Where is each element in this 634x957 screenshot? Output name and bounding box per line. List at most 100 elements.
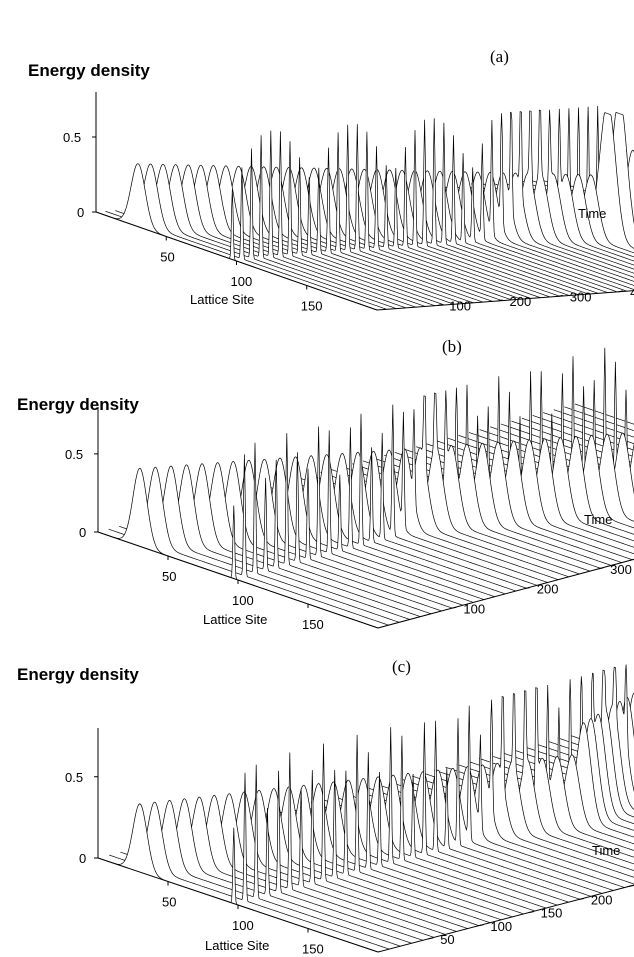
x-tick-label: 150 xyxy=(302,942,324,957)
panel-c-ylabel: Time xyxy=(592,843,620,858)
panel-c-zlabel: Energy density xyxy=(17,665,139,684)
trace-mask xyxy=(176,770,457,932)
trace-mask xyxy=(434,679,634,838)
time-tick-label: 300 xyxy=(610,562,632,577)
trace-mask xyxy=(151,433,431,614)
trace-mask xyxy=(172,166,454,305)
trace-mask xyxy=(423,707,634,844)
trace-mask xyxy=(384,416,634,541)
time-tick-label: 300 xyxy=(570,289,592,304)
trace-mask xyxy=(198,770,479,926)
time-tick-label: 200 xyxy=(591,893,613,908)
time-tick-label: 100 xyxy=(490,919,512,934)
x-tick-label: 50 xyxy=(162,895,176,910)
energy-trace xyxy=(500,423,634,470)
panel-b-zlabel: Energy density xyxy=(17,395,139,414)
time-tick-label: 400 xyxy=(630,285,634,300)
trace-mask xyxy=(142,770,423,941)
panel-a-axes: 5010015010020030040050060070000.5 xyxy=(63,92,634,314)
z-tick-label: 0 xyxy=(79,525,86,540)
trace-mask xyxy=(120,764,401,947)
panel-a-xlabel: Lattice Site xyxy=(190,292,254,307)
trace-mask xyxy=(119,442,400,623)
energy-trace xyxy=(574,403,634,425)
panel-c: 501001505010015020025030035040045000.5 (… xyxy=(17,657,634,957)
time-tick xyxy=(437,303,443,306)
panel-b-letter: (b) xyxy=(442,337,462,356)
trace-mask xyxy=(405,371,634,528)
x-tick-label: 100 xyxy=(232,918,254,933)
panel-b: 5010015010020030040050060000.5 (b) Energ… xyxy=(17,337,634,632)
energy-trace xyxy=(521,417,634,457)
trace-mask xyxy=(310,390,590,572)
energy-trace xyxy=(109,772,390,950)
panel-a-letter: (a) xyxy=(490,47,509,66)
time-tick xyxy=(578,898,584,900)
time-axis-line xyxy=(377,884,634,953)
time-tick-label: 50 xyxy=(440,932,454,947)
trace-mask xyxy=(172,460,453,609)
trace-mask xyxy=(299,393,580,574)
trace-mask xyxy=(108,454,389,626)
energy-trace xyxy=(108,454,389,626)
trace-mask xyxy=(124,135,406,308)
time-tick-label: 200 xyxy=(510,294,532,309)
time-tick xyxy=(524,587,530,590)
time-tick xyxy=(528,911,534,914)
energy-trace xyxy=(120,764,401,947)
time-tick xyxy=(628,884,634,887)
panel-c-xlabel: Lattice Site xyxy=(205,938,269,953)
panel-c-axes: 501001505010015020025030035040045000.5 xyxy=(65,728,634,957)
time-tick xyxy=(557,294,563,297)
z-tick-label: 0 xyxy=(79,851,86,866)
x-tick-label: 100 xyxy=(232,593,254,608)
energy-trace xyxy=(124,135,406,309)
time-tick xyxy=(428,937,434,940)
energy-trace xyxy=(115,148,397,309)
panel-c-traces xyxy=(97,664,634,953)
time-tick xyxy=(598,567,604,570)
panel-a-zlabel: Energy density xyxy=(28,61,150,80)
panel-a: 5010015010020030040050060070000.5 (a) En… xyxy=(28,47,634,314)
panel-b-ylabel: Time xyxy=(584,512,612,527)
energy-trace xyxy=(553,409,634,438)
trace-mask xyxy=(416,413,634,522)
trace-mask xyxy=(98,468,378,628)
trace-mask xyxy=(394,371,634,535)
time-axis-line xyxy=(376,290,634,311)
energy-trace xyxy=(564,406,634,432)
energy-trace xyxy=(105,163,387,310)
energy-trace xyxy=(131,798,412,944)
x-tick-label: 50 xyxy=(160,250,174,265)
time-tick xyxy=(478,924,484,927)
time-tick-label: 200 xyxy=(537,582,559,597)
trace-mask xyxy=(367,696,634,878)
trace-mask xyxy=(134,130,416,308)
trace-mask xyxy=(115,148,397,309)
energy-trace xyxy=(511,420,634,464)
z-tick-label: 0.5 xyxy=(65,770,83,785)
time-tick-label: 150 xyxy=(541,906,563,921)
trace-mask xyxy=(374,112,634,282)
trace-mask xyxy=(165,788,446,935)
time-axis-line xyxy=(377,558,634,629)
trace-mask xyxy=(432,108,634,257)
time-tick xyxy=(617,290,624,293)
time-tick-label: 100 xyxy=(463,601,485,616)
x-tick-label: 50 xyxy=(162,569,176,584)
x-tick-label: 150 xyxy=(302,617,324,632)
panel-a-traces xyxy=(95,105,634,311)
trace-mask xyxy=(320,387,601,569)
panel-b-xlabel: Lattice Site xyxy=(203,612,267,627)
time-tick-label: 100 xyxy=(449,298,471,313)
trace-mask xyxy=(161,452,442,611)
energy-trace xyxy=(543,412,634,445)
trace-mask xyxy=(192,147,474,303)
time-tick xyxy=(497,299,503,302)
z-tick-label: 0 xyxy=(77,205,84,220)
x-tick-label: 150 xyxy=(301,299,323,314)
z-tick-label: 0.5 xyxy=(65,447,83,462)
panel-c-letter: (c) xyxy=(392,657,411,676)
time-tick xyxy=(451,606,457,609)
